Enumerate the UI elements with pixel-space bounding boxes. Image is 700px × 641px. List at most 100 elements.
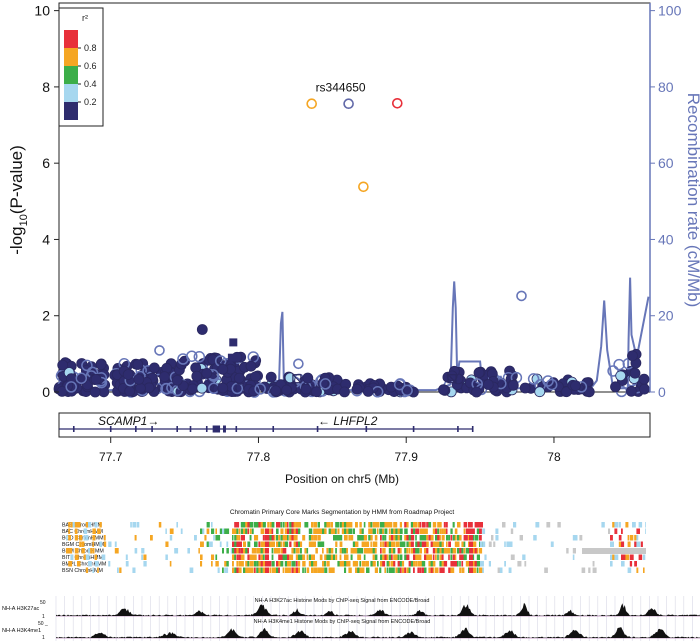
exon-mark bbox=[151, 426, 153, 432]
chromhmm-segment bbox=[280, 561, 284, 567]
chromhmm-segment bbox=[311, 541, 314, 547]
chromhmm-segment bbox=[350, 522, 353, 528]
chromhmm-segment bbox=[350, 548, 355, 554]
chromhmm-title: Chromatin Primary Core Marks Segmentatio… bbox=[230, 509, 455, 516]
y-axis-right: 0 20 40 60 80 100 bbox=[649, 3, 682, 400]
chromhmm-segment bbox=[265, 535, 269, 541]
chromhmm-row-label: BA9 ChromHMM bbox=[62, 523, 102, 529]
chromhmm-segment bbox=[70, 522, 74, 528]
chromhmm-segment bbox=[636, 528, 640, 534]
chromhmm-segment bbox=[346, 554, 349, 560]
chromhmm-segment bbox=[211, 528, 215, 534]
chromhmm-segment bbox=[384, 535, 387, 541]
chromhmm-segment bbox=[495, 535, 499, 541]
chromhmm-segment bbox=[291, 535, 296, 541]
chromhmm-segment bbox=[108, 561, 111, 567]
snp-point-square bbox=[227, 353, 236, 362]
chromhmm-segment bbox=[103, 541, 107, 547]
chromhmm-segment bbox=[629, 554, 633, 560]
chromhmm-segment bbox=[506, 541, 511, 547]
chromhmm-segment bbox=[295, 522, 300, 528]
snp-point bbox=[254, 383, 266, 395]
chromhmm-segment bbox=[546, 522, 551, 528]
chromhmm-segment bbox=[377, 528, 379, 534]
signal-area bbox=[56, 602, 700, 616]
chromhmm-segment bbox=[417, 548, 420, 554]
chromhmm-segment bbox=[575, 535, 578, 541]
chromhmm-segment bbox=[189, 567, 194, 573]
chromhmm-segment bbox=[260, 541, 264, 547]
chromhmm-segment bbox=[302, 554, 306, 560]
snp-point bbox=[339, 386, 350, 398]
lead-snp-label: rs344650 bbox=[316, 81, 366, 95]
snp-point bbox=[438, 384, 449, 396]
gene-name-scamp1: SCAMP1 bbox=[98, 414, 147, 428]
chromhmm-segment bbox=[448, 535, 450, 541]
chromhmm-segment bbox=[355, 567, 358, 573]
chromhmm-segment bbox=[234, 528, 237, 534]
highlighted-snp-layer bbox=[154, 98, 527, 384]
chromhmm-segment bbox=[271, 541, 275, 547]
chromhmm-segment bbox=[382, 522, 385, 528]
snp-point bbox=[191, 370, 203, 382]
chromhmm-segment bbox=[402, 541, 406, 547]
chromhmm-segment bbox=[341, 548, 344, 554]
snp-point bbox=[527, 373, 540, 385]
chromhmm-segment bbox=[322, 548, 324, 554]
chromhmm-segment bbox=[374, 541, 378, 547]
chromhmm-segment bbox=[372, 554, 375, 560]
chromhmm-segment bbox=[322, 567, 324, 573]
chromhmm-segment bbox=[393, 554, 396, 560]
chromhmm-segment bbox=[437, 535, 441, 541]
chromhmm-segment bbox=[432, 554, 435, 560]
chromhmm-segment bbox=[83, 528, 88, 534]
chromhmm-segment bbox=[258, 522, 262, 528]
chromhmm-segment bbox=[74, 535, 79, 541]
chromhmm-segment bbox=[101, 554, 106, 560]
chromhmm-segment bbox=[66, 548, 70, 554]
chromhmm-segment bbox=[645, 522, 646, 528]
chromhmm-segment bbox=[384, 541, 388, 547]
chromhmm-segment bbox=[482, 561, 484, 567]
chromhmm-segment bbox=[291, 528, 295, 534]
chipseq-panel: NH-A H3K27ac Histone Mods by ChIP-seq Si… bbox=[2, 596, 700, 641]
chromhmm-segment bbox=[330, 567, 335, 573]
chromhmm-segment bbox=[372, 528, 377, 534]
chromhmm-segment bbox=[513, 522, 517, 528]
chromhmm-segment bbox=[437, 522, 441, 528]
chromhmm-segment bbox=[472, 548, 476, 554]
chromhmm-segment bbox=[311, 554, 315, 560]
x-axis: 77.7 77.8 77.9 78 bbox=[99, 437, 561, 464]
chromhmm-segment bbox=[344, 548, 348, 554]
x-tick-label: 77.7 bbox=[99, 450, 123, 464]
y-tick-label: 8 bbox=[42, 79, 50, 95]
snp-point bbox=[187, 383, 199, 395]
chromhmm-segment bbox=[247, 567, 252, 573]
chromhmm-segment bbox=[215, 535, 219, 541]
chromhmm-segment bbox=[284, 567, 289, 573]
snp-point bbox=[265, 371, 277, 383]
legend-swatch-r2-0.6 bbox=[64, 48, 78, 66]
chromhmm-segment bbox=[202, 528, 205, 534]
chromhmm-segment bbox=[382, 535, 385, 541]
y2-tick-label: 60 bbox=[658, 155, 674, 171]
chromhmm-segment bbox=[441, 535, 445, 541]
chromhmm-segment bbox=[265, 541, 269, 547]
chromhmm-segment bbox=[638, 554, 643, 560]
chromhmm-segment bbox=[361, 561, 365, 567]
h3k27ac-ytick-bottom: 1 bbox=[42, 614, 45, 620]
chromhmm-segment bbox=[359, 561, 361, 567]
chromhmm-segment bbox=[251, 554, 256, 560]
chromhmm-segment bbox=[474, 567, 477, 573]
exon-mark bbox=[235, 426, 238, 432]
chromhmm-segment bbox=[269, 528, 273, 534]
snp-point bbox=[132, 359, 144, 370]
chromhmm-row-label: BAC ChromHMM bbox=[62, 529, 103, 535]
chromhmm-segment bbox=[391, 535, 394, 541]
exon-mark bbox=[365, 426, 368, 432]
chromhmm-segment bbox=[330, 522, 333, 528]
chromhmm-segment bbox=[337, 535, 341, 541]
chromhmm-segment bbox=[315, 548, 318, 554]
chromhmm-segment bbox=[372, 561, 376, 567]
